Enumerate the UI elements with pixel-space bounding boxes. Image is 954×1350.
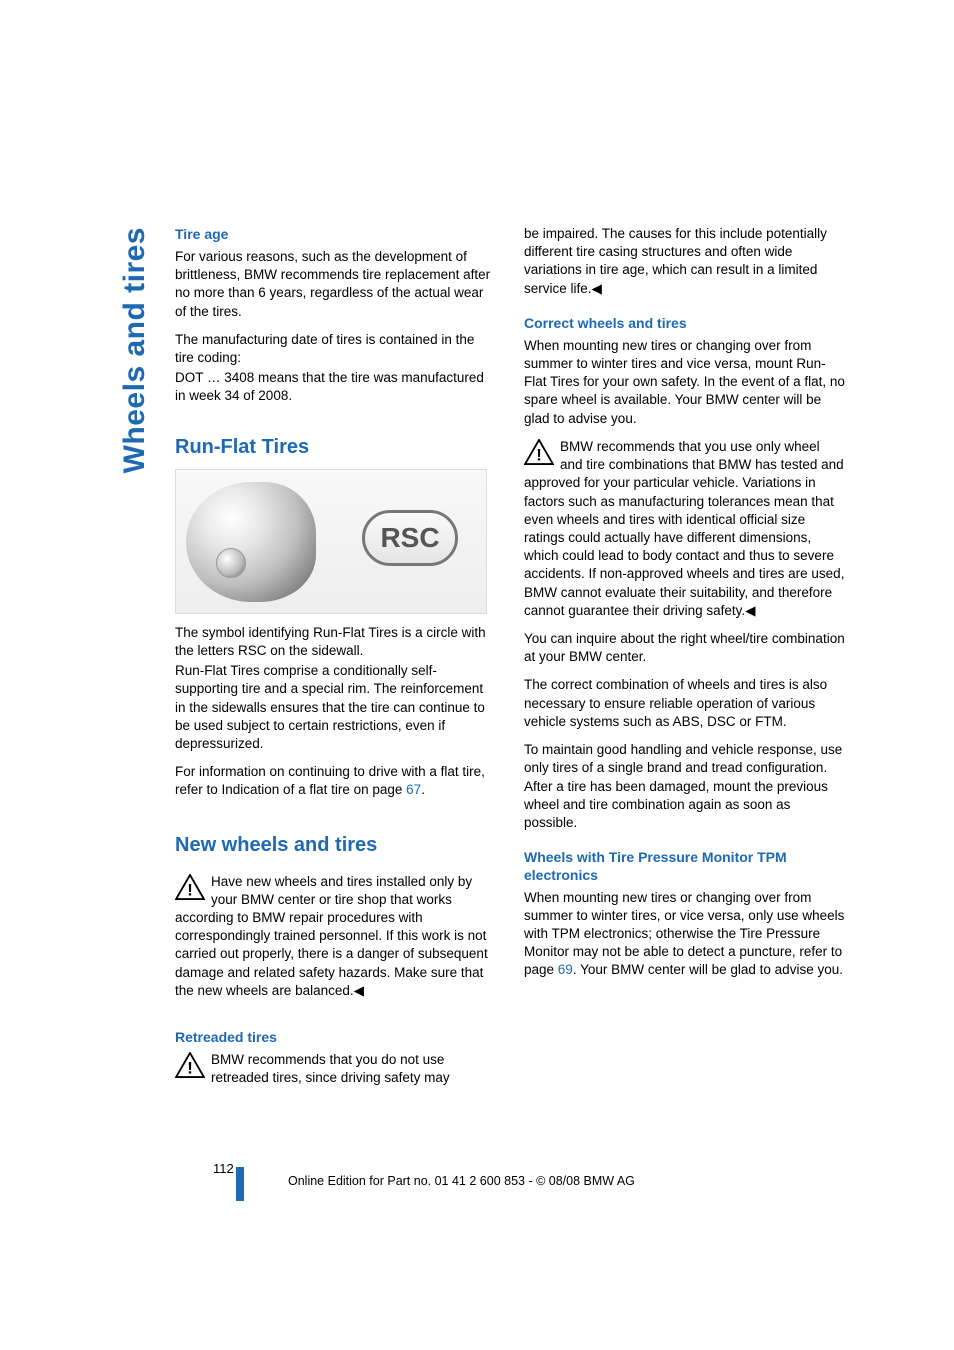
svg-text:!: ! xyxy=(187,880,193,899)
warning-text: BMW recommends that you use only wheel a… xyxy=(524,439,844,618)
body-text: When mounting new tires or changing over… xyxy=(524,337,845,428)
heading-correct-wheels: Correct wheels and tires xyxy=(524,314,845,333)
heading-retreaded: Retreaded tires xyxy=(175,1028,496,1047)
body-text: be impaired. The causes for this include… xyxy=(524,225,845,298)
heading-run-flat: Run-Flat Tires xyxy=(175,434,496,461)
tire-illustration: RSC xyxy=(175,469,487,614)
warning-text: Have new wheels and tires installed only… xyxy=(175,874,488,998)
end-mark: ◀ xyxy=(354,983,364,998)
body-text: For various reasons, such as the develop… xyxy=(175,248,496,321)
tire-shape xyxy=(186,482,316,602)
body-text: To maintain good handling and vehicle re… xyxy=(524,741,845,832)
warning-icon: ! xyxy=(175,1052,205,1078)
page-ref-link[interactable]: 67 xyxy=(406,782,421,797)
body-text: Run-Flat Tires comprise a conditionally … xyxy=(175,662,496,753)
svg-text:!: ! xyxy=(187,1058,193,1077)
body-text: The symbol identifying Run-Flat Tires is… xyxy=(175,624,496,660)
warning-icon: ! xyxy=(175,874,205,900)
warning-text: BMW recommends that you do not use retre… xyxy=(211,1052,450,1085)
body-text-span: For information on continuing to drive w… xyxy=(175,764,485,797)
footer-text: Online Edition for Part no. 01 41 2 600 … xyxy=(288,1173,635,1190)
warning-icon: ! xyxy=(524,439,554,465)
page-number: 112 xyxy=(213,1160,234,1178)
body-text: DOT … 3408 means that the tire was manuf… xyxy=(175,369,496,405)
heading-tire-age: Tire age xyxy=(175,225,496,244)
left-column: Tire age For various reasons, such as th… xyxy=(175,225,496,1087)
body-text-span: . xyxy=(421,782,425,797)
body-text-span: . Your BMW center will be glad to advise… xyxy=(573,962,843,977)
body-text: The correct combination of wheels and ti… xyxy=(524,676,845,731)
page-content: Tire age For various reasons, such as th… xyxy=(175,225,845,1087)
body-text: For information on continuing to drive w… xyxy=(175,763,496,799)
body-text: When mounting new tires or changing over… xyxy=(524,889,845,980)
footer-accent-bar xyxy=(236,1167,244,1201)
heading-tpm: Wheels with Tire Pressure Monitor TPM el… xyxy=(524,848,845,884)
warning-block: ! BMW recommends that you use only wheel… xyxy=(524,438,845,620)
right-column: be impaired. The causes for this include… xyxy=(524,225,845,1087)
body-text: You can inquire about the right wheel/ti… xyxy=(524,630,845,666)
end-mark: ◀ xyxy=(592,281,602,296)
svg-text:!: ! xyxy=(536,445,542,464)
rsc-badge: RSC xyxy=(362,510,458,566)
body-text-span: be impaired. The causes for this include… xyxy=(524,226,827,296)
warning-block: ! Have new wheels and tires installed on… xyxy=(175,873,496,1001)
heading-new-wheels: New wheels and tires xyxy=(175,832,496,859)
end-mark: ◀ xyxy=(745,603,755,618)
body-text: The manufacturing date of tires is conta… xyxy=(175,331,496,367)
section-side-tab: Wheels and tires xyxy=(115,227,156,473)
page-ref-link[interactable]: 69 xyxy=(558,962,573,977)
warning-block: ! BMW recommends that you do not use ret… xyxy=(175,1051,496,1087)
tire-hub xyxy=(216,548,246,578)
